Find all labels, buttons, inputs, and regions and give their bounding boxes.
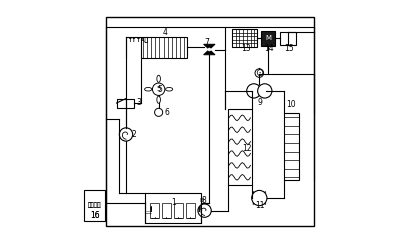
Text: 9: 9 [257, 98, 262, 107]
Text: ↑↑↑A气: ↑↑↑A气 [128, 37, 148, 43]
Text: 14: 14 [263, 44, 273, 53]
Text: I: I [197, 206, 200, 212]
Text: 6: 6 [164, 108, 169, 117]
Text: 15: 15 [283, 44, 293, 53]
Bar [145, 193, 200, 223]
Text: 16: 16 [90, 211, 100, 220]
Text: B: B [199, 198, 203, 203]
Circle shape [246, 84, 260, 98]
Polygon shape [203, 50, 215, 55]
Text: 电控单元: 电控单元 [88, 202, 101, 208]
Text: 11: 11 [255, 201, 264, 210]
Circle shape [119, 128, 132, 141]
Bar [141, 37, 186, 58]
Text: —: — [145, 210, 152, 216]
Bar [186, 203, 194, 218]
Text: 4: 4 [162, 28, 167, 37]
Text: 2: 2 [131, 130, 136, 139]
Text: 12: 12 [241, 144, 251, 153]
Text: 1: 1 [171, 198, 176, 207]
Text: I: I [197, 207, 200, 213]
Circle shape [254, 69, 263, 77]
Text: 8: 8 [201, 196, 206, 205]
Circle shape [197, 204, 211, 217]
Text: 16: 16 [89, 211, 99, 220]
Bar [116, 99, 133, 108]
Ellipse shape [156, 96, 160, 103]
Text: I: I [149, 206, 152, 212]
Text: ↑↑↑A气: ↑↑↑A气 [128, 37, 148, 43]
Bar [150, 203, 158, 218]
Bar [174, 203, 182, 218]
Text: 5: 5 [156, 86, 160, 92]
Bar [283, 113, 299, 180]
Text: —: — [145, 210, 152, 215]
Polygon shape [203, 44, 215, 50]
Circle shape [207, 48, 210, 51]
Bar [279, 32, 295, 45]
Bar [105, 17, 313, 226]
Circle shape [152, 83, 164, 95]
Text: 电控单元: 电控单元 [87, 202, 101, 208]
Text: 7: 7 [204, 38, 209, 47]
Bar [260, 31, 274, 46]
Ellipse shape [165, 88, 172, 91]
Bar [232, 29, 257, 47]
Text: 13: 13 [240, 44, 250, 53]
Circle shape [154, 108, 162, 116]
Text: 10: 10 [286, 100, 295, 109]
Ellipse shape [156, 75, 160, 82]
Ellipse shape [144, 88, 151, 91]
Bar [162, 203, 170, 218]
Text: 3: 3 [136, 98, 141, 107]
Text: ⊙: ⊙ [255, 68, 263, 78]
Text: I: I [150, 207, 152, 213]
Text: 5: 5 [157, 85, 162, 94]
Circle shape [251, 190, 266, 206]
Circle shape [257, 84, 271, 98]
Text: M: M [264, 35, 270, 41]
Bar [227, 109, 251, 185]
Bar [84, 190, 104, 221]
